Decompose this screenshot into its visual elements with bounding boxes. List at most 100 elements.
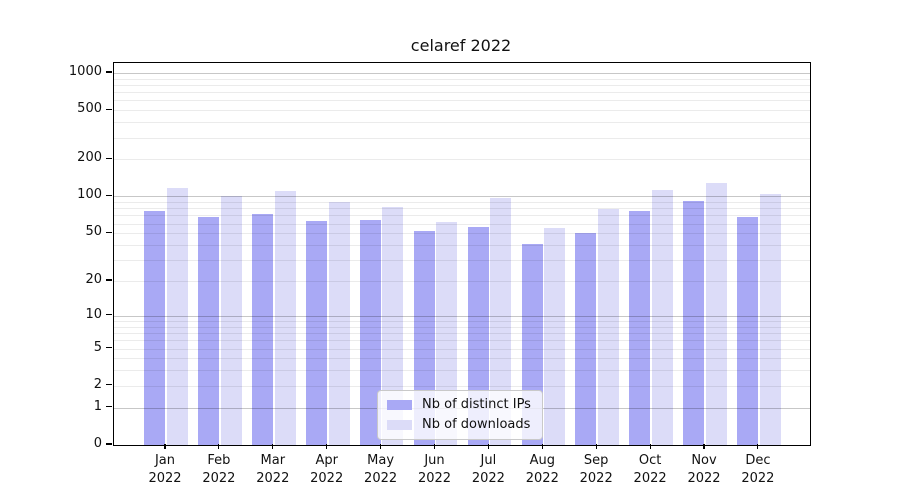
minor-gridline-70 xyxy=(114,215,810,217)
x-tick-label-aug: Aug 2022 xyxy=(525,453,559,486)
grid-layer xyxy=(114,63,810,445)
y-tick-label-1000: 1000 xyxy=(68,63,102,79)
minor-gridline-9 xyxy=(114,321,810,322)
y-tick-label-1: 1 xyxy=(93,398,102,414)
bar-jul-downloads xyxy=(490,197,512,445)
x-tick-label-nov: Nov 2022 xyxy=(687,453,721,486)
y-tick-mark-50 xyxy=(106,231,112,233)
x-tick-label-oct: Oct 2022 xyxy=(633,453,667,486)
bar-aug-downloads xyxy=(544,228,566,445)
x-tick-label-feb: Feb 2022 xyxy=(202,453,236,486)
y-tick-label-50: 50 xyxy=(85,224,102,240)
minor-gridline-7 xyxy=(114,333,810,335)
y-tick-mark-5 xyxy=(106,346,112,349)
legend-label-distinct-ips: Nb of distinct IPs xyxy=(422,397,531,412)
bar-jan-distinct-ips xyxy=(144,211,166,445)
legend-label-downloads: Nb of downloads xyxy=(422,417,531,432)
x-tick-mark-sep xyxy=(595,444,597,449)
minor-gridline-500 xyxy=(114,110,810,112)
x-tick-mark-oct xyxy=(649,444,651,449)
x-tick-label-may: May 2022 xyxy=(364,453,398,486)
bar-may-downloads xyxy=(382,207,404,445)
minor-gridline-6 xyxy=(114,340,810,342)
legend: Nb of distinct IPs Nb of downloads xyxy=(377,390,543,440)
bar-apr-downloads xyxy=(328,202,350,445)
minor-gridline-400 xyxy=(114,122,810,124)
x-tick-mark-aug xyxy=(541,444,543,449)
minor-gridline-600 xyxy=(114,100,810,102)
bar-sep-downloads xyxy=(598,209,619,445)
y-tick-label-5: 5 xyxy=(93,339,102,355)
minor-gridline-50 xyxy=(114,233,810,235)
x-tick-mark-dec xyxy=(757,444,759,449)
legend-item-downloads: Nb of downloads xyxy=(387,417,531,432)
y-tick-label-20: 20 xyxy=(85,272,102,288)
x-tick-mark-may xyxy=(380,444,382,449)
minor-gridline-80 xyxy=(114,208,810,210)
x-tick-label-jun: Jun 2022 xyxy=(417,453,452,486)
minor-gridline-30 xyxy=(114,260,810,262)
y-tick-mark-500 xyxy=(106,108,112,110)
bar-jan-downloads xyxy=(166,187,188,445)
y-tick-mark-10 xyxy=(106,314,112,316)
x-tick-label-jul: Jul 2022 xyxy=(471,453,505,486)
y-tick-label-100: 100 xyxy=(77,187,102,203)
major-gridline-1000 xyxy=(114,72,810,74)
x-tick-label-jan: Jan 2022 xyxy=(148,453,182,486)
bar-may-distinct-ips xyxy=(359,220,381,445)
bar-mar-distinct-ips xyxy=(252,213,273,445)
bar-jun-downloads xyxy=(436,221,458,445)
minor-gridline-20 xyxy=(114,281,810,283)
bar-nov-distinct-ips xyxy=(683,200,705,445)
y-tick-label-0: 0 xyxy=(93,436,102,451)
y-tick-label-500: 500 xyxy=(77,101,102,117)
bar-dec-distinct-ips xyxy=(737,217,759,445)
y-tick-mark-1 xyxy=(106,406,112,408)
minor-gridline-800 xyxy=(114,84,810,86)
y-tick-mark-0 xyxy=(106,443,112,445)
minor-gridline-5 xyxy=(114,348,810,350)
x-tick-label-dec: Dec 2022 xyxy=(741,453,775,486)
bar-dec-downloads xyxy=(759,194,781,445)
x-tick-mark-nov xyxy=(703,444,705,449)
y-tick-mark-20 xyxy=(106,279,112,281)
bar-oct-downloads xyxy=(651,189,673,445)
major-gridline-10 xyxy=(114,315,810,317)
x-tick-mark-mar xyxy=(272,444,274,449)
y-tick-mark-1000 xyxy=(106,71,112,73)
plot-area: Nb of distinct IPs Nb of downloads xyxy=(113,62,811,446)
x-tick-label-apr: Apr 2022 xyxy=(310,453,344,486)
legend-swatch-downloads xyxy=(387,419,412,430)
y-tick-label-200: 200 xyxy=(77,150,102,166)
x-tick-mark-feb xyxy=(218,444,220,449)
x-tick-mark-jan xyxy=(164,444,166,449)
minor-gridline-200 xyxy=(114,159,810,161)
minor-gridline-40 xyxy=(114,245,810,246)
y-tick-label-10: 10 xyxy=(85,306,102,322)
x-tick-mark-jul xyxy=(487,444,489,449)
minor-gridline-3 xyxy=(114,370,810,372)
bar-apr-distinct-ips xyxy=(305,221,327,445)
minor-gridline-900 xyxy=(114,78,810,80)
minor-gridline-90 xyxy=(114,202,810,204)
y-tick-label-2: 2 xyxy=(93,376,102,392)
y-tick-mark-2 xyxy=(106,384,112,386)
bar-feb-downloads xyxy=(220,195,242,445)
minor-gridline-60 xyxy=(114,223,810,225)
legend-swatch-distinct-ips xyxy=(387,399,412,410)
minor-gridline-4 xyxy=(114,358,810,360)
major-gridline-100 xyxy=(114,196,810,198)
minor-gridline-8 xyxy=(114,326,810,328)
x-tick-mark-jun xyxy=(433,444,436,449)
chart-title: celaref 2022 xyxy=(410,36,512,55)
minor-gridline-2 xyxy=(114,385,810,387)
x-tick-label-mar: Mar 2022 xyxy=(256,453,290,486)
y-tick-mark-200 xyxy=(106,157,112,159)
legend-item-distinct-ips: Nb of distinct IPs xyxy=(387,397,531,412)
x-tick-label-sep: Sep 2022 xyxy=(579,453,613,486)
bar-sep-distinct-ips xyxy=(575,233,597,445)
x-tick-mark-apr xyxy=(326,444,328,449)
y-tick-mark-100 xyxy=(106,194,112,197)
minor-gridline-700 xyxy=(114,92,810,94)
